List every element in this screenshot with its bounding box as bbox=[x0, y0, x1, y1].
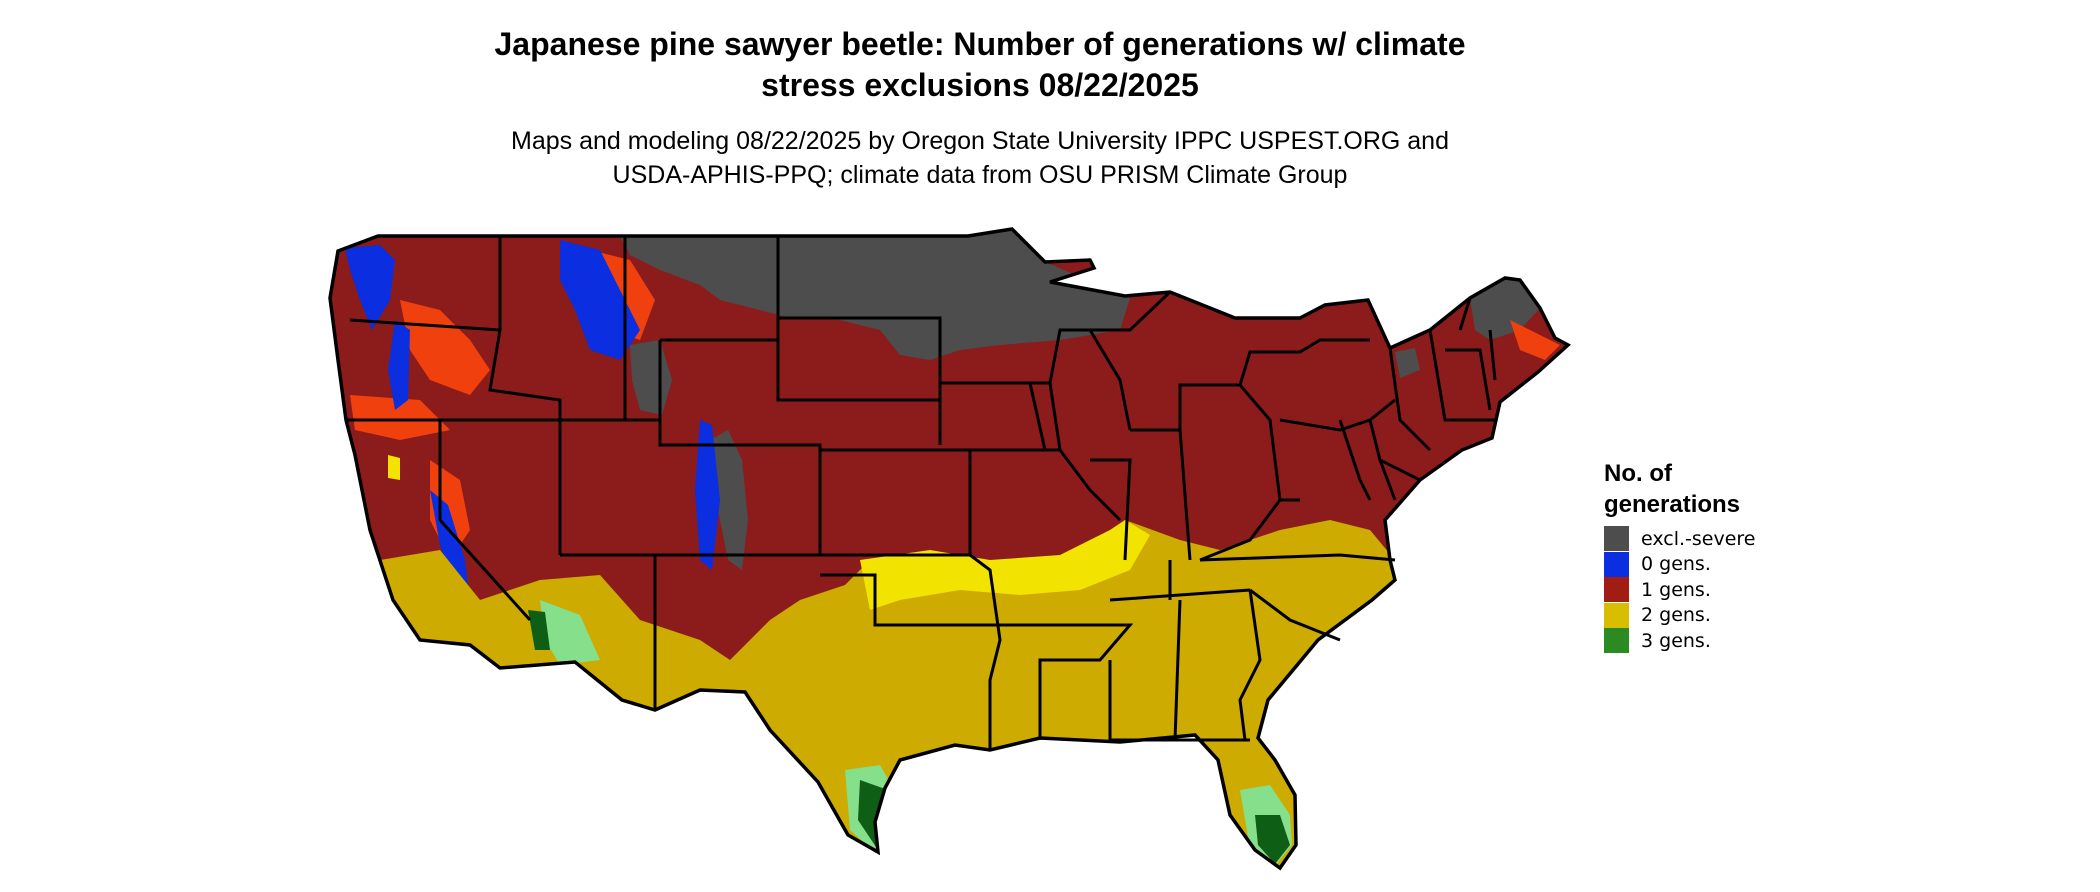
state-borders bbox=[328, 227, 1572, 871]
legend-title-line-2: generations bbox=[1604, 491, 1741, 518]
legend-label-2-gens: 2 gens. bbox=[1641, 604, 1711, 627]
legend-label-3-gens: 3 gens. bbox=[1641, 629, 1711, 652]
legend-swatch-3-gens bbox=[1604, 628, 1629, 654]
legend-swatch-1-gens bbox=[1604, 577, 1629, 603]
map-subtitle-line-2: USDA-APHIS-PPQ; climate data from OSU PR… bbox=[612, 161, 1348, 189]
map-title: Japanese pine sawyer beetle: Number of g… bbox=[330, 24, 1630, 106]
zone-3gen-arizona-dark bbox=[528, 610, 550, 650]
zone-excluded-north bbox=[620, 229, 1130, 360]
zone-1gen-orange-oregon bbox=[350, 395, 450, 440]
legend-swatch-2-gens bbox=[1604, 602, 1629, 628]
map-title-line-2: stress exclusions 08/22/2025 bbox=[761, 67, 1199, 103]
legend-items: excl.-severe 0 gens. 1 gens. 2 gens. 3 g… bbox=[1604, 526, 1804, 654]
legend-label-excluded: excl.-severe bbox=[1641, 527, 1756, 550]
legend-item-0-gens: 0 gens. bbox=[1604, 551, 1804, 578]
legend-item-3-gens: 3 gens. bbox=[1604, 628, 1804, 654]
map-subtitle: Maps and modeling 08/22/2025 by Oregon S… bbox=[330, 124, 1630, 192]
zone-3gen-arizona bbox=[540, 600, 600, 665]
legend-item-1-gens: 1 gens. bbox=[1604, 577, 1804, 603]
zone-2gen-bright-sierra bbox=[388, 455, 400, 480]
legend-title-line-1: No. of bbox=[1604, 460, 1672, 487]
zone-0gen-cascades bbox=[345, 245, 395, 330]
zone-excluded-nyadk bbox=[1395, 348, 1420, 378]
legend-item-2-gens: 2 gens. bbox=[1604, 602, 1804, 629]
map-subtitle-line-1: Maps and modeling 08/22/2025 by Oregon S… bbox=[511, 127, 1449, 155]
map-title-line-1: Japanese pine sawyer beetle: Number of g… bbox=[494, 26, 1466, 62]
legend-label-1-gens: 1 gens. bbox=[1641, 578, 1711, 601]
legend-label-0-gens: 0 gens. bbox=[1641, 553, 1711, 576]
legend-title: No. of generations bbox=[1604, 458, 1804, 520]
zone-excluded-rockies bbox=[710, 430, 748, 570]
legend-swatch-excluded bbox=[1604, 526, 1629, 552]
zone-1gen-orange-newengland bbox=[1510, 320, 1560, 360]
map-legend: No. of generations excl.-severe 0 gens. … bbox=[1604, 458, 1804, 654]
zone-0gen-northern-rockies bbox=[560, 240, 640, 360]
legend-item-excluded: excl.-severe bbox=[1604, 526, 1804, 552]
zone-3gen-florida-dark bbox=[1255, 815, 1290, 864]
zone-0gen-olympic bbox=[388, 320, 410, 410]
zone-2gen-south bbox=[380, 520, 1395, 868]
zone-2gen-bright bbox=[860, 520, 1150, 610]
legend-swatch-0-gens bbox=[1604, 551, 1629, 577]
zone-0gen-colorado bbox=[695, 420, 720, 570]
zone-excluded-maine bbox=[1470, 278, 1540, 340]
